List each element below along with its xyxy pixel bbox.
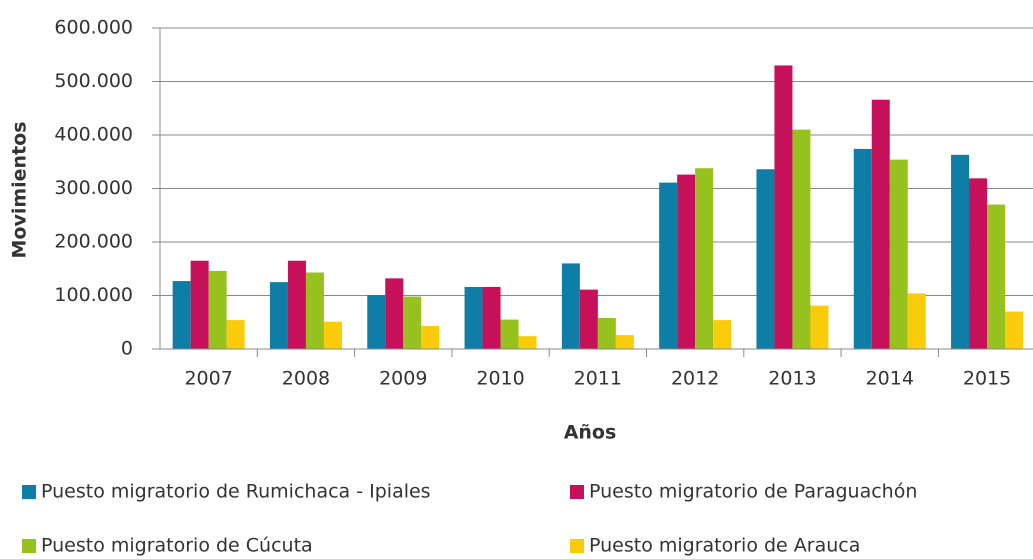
bar xyxy=(367,294,386,349)
y-tick-label: 0 xyxy=(121,338,133,360)
y-tick-label: 400.000 xyxy=(54,124,133,146)
bar xyxy=(561,263,580,349)
x-tick-label: 2008 xyxy=(282,368,330,390)
legend-swatch xyxy=(570,539,584,553)
bar xyxy=(713,320,732,349)
bar xyxy=(987,204,1006,349)
bar xyxy=(287,260,306,349)
y-tick-label: 200.000 xyxy=(54,231,133,253)
bar xyxy=(792,129,811,349)
bar xyxy=(756,169,775,349)
x-tick-label: 2015 xyxy=(963,368,1011,390)
y-tick-label: 600.000 xyxy=(54,17,133,39)
bar xyxy=(464,286,483,349)
bar xyxy=(385,278,404,349)
bar xyxy=(323,321,342,349)
bar xyxy=(774,65,793,349)
bar xyxy=(615,335,634,349)
bar xyxy=(871,99,890,349)
y-tick-label: 300.000 xyxy=(54,177,133,199)
bar xyxy=(969,178,988,349)
bar xyxy=(951,154,970,349)
bar xyxy=(500,319,519,349)
bar xyxy=(305,272,324,349)
legend-swatch xyxy=(22,539,36,553)
bar xyxy=(889,159,908,349)
bar xyxy=(1005,311,1024,349)
bar xyxy=(907,293,926,349)
legend-swatch xyxy=(570,485,584,499)
y-tick-label: 500.000 xyxy=(54,70,133,92)
legend-label: Puesto migratorio de Rumichaca - Ipiales xyxy=(41,481,431,503)
legend-label: Puesto migratorio de Arauca xyxy=(589,535,860,557)
bar xyxy=(482,286,501,349)
x-tick-label: 2010 xyxy=(476,368,524,390)
bar xyxy=(518,336,537,349)
bar xyxy=(853,148,872,349)
bar xyxy=(403,296,422,349)
bar xyxy=(597,317,616,349)
bar xyxy=(695,168,714,349)
bar xyxy=(208,270,227,349)
y-tick-label: 100.000 xyxy=(54,284,133,306)
x-tick-label: 2014 xyxy=(866,368,914,390)
x-tick-label: 2009 xyxy=(379,368,427,390)
y-axis-label: Movimientos xyxy=(9,121,31,258)
legend-label: Puesto migratorio de Paraguachón xyxy=(589,481,917,503)
bar xyxy=(579,289,598,349)
x-axis-label: Años xyxy=(564,422,617,444)
legend-label: Puesto migratorio de Cúcuta xyxy=(41,535,313,557)
legend-swatch xyxy=(22,485,36,499)
bar xyxy=(269,282,288,349)
x-tick-label: 2007 xyxy=(184,368,232,390)
x-tick-label: 2011 xyxy=(574,368,622,390)
bar xyxy=(172,281,191,349)
bar xyxy=(659,182,678,349)
bar xyxy=(226,320,245,349)
bar xyxy=(421,325,440,349)
x-tick-label: 2012 xyxy=(671,368,719,390)
bar xyxy=(810,305,829,349)
bar xyxy=(677,174,696,349)
x-tick-label: 2013 xyxy=(768,368,816,390)
bar xyxy=(190,260,209,349)
